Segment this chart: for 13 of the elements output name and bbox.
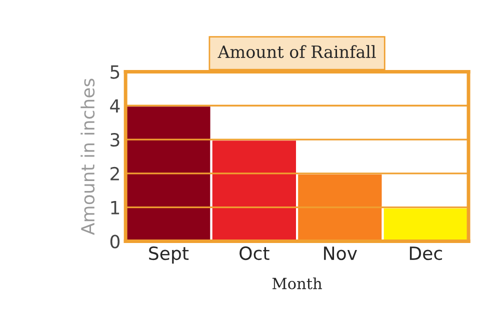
chart-title: Amount of Rainfall	[218, 45, 376, 58]
x-tick-label: Sept	[149, 246, 189, 264]
x-tick-label: Dec	[410, 246, 442, 260]
x-axis-title: Month	[272, 277, 322, 290]
y-tick-label: 4	[110, 99, 120, 112]
y-axis-title: Amount in inches	[80, 78, 95, 235]
y-tick-label: 3	[110, 132, 120, 147]
y-tick-label: 5	[110, 65, 120, 79]
y-tick-label: 1	[111, 201, 120, 214]
y-tick-label: 2	[110, 166, 119, 180]
x-tick-label: Nov	[324, 246, 357, 260]
y-tick-label: 0	[110, 234, 120, 248]
x-tick-label: Oct	[240, 246, 270, 260]
